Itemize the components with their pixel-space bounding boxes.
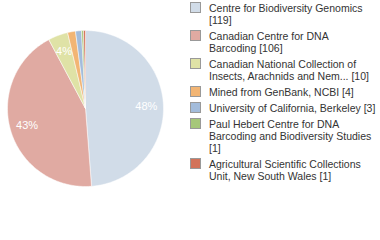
html-text:Centre for Biodiversity Genomi: Centre for Biodiversity Genomics [119]	[209, 2, 363, 26]
svg-text:48%: 48%	[135, 100, 157, 112]
svg-text:43%: 43%	[16, 119, 38, 131]
html-text:Canadian Centre for DNA Barcod: Canadian Centre for DNA Barcoding [106]	[209, 30, 329, 54]
html-text:University of California, Berk: University of California, Berkeley [3]	[209, 102, 376, 114]
html-text:Agricultural Scientific Collec: Agricultural Scientific Collections Unit…	[209, 158, 361, 182]
html-text:Paul Hebert Centre for DNA Bar: Paul Hebert Centre for DNA Barcoding and…	[209, 118, 372, 154]
html-text:Mined from GenBank, NCBI [4]: Mined from GenBank, NCBI [4]	[209, 86, 354, 98]
html-text:Canadian National Collection o: Canadian National Collection of Insects,…	[209, 58, 369, 82]
svg-text:4%: 4%	[56, 45, 72, 57]
